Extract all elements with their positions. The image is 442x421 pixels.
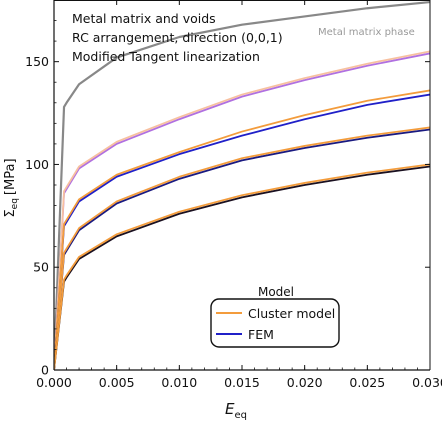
y-tick-label: 0: [41, 363, 49, 378]
y-tick-label: 150: [25, 54, 49, 69]
series-line-matrix-phase: [54, 0, 430, 370]
legend-label-fem: FEM: [248, 327, 274, 342]
series-line-fem-1: [54, 52, 430, 370]
y-axis-label-subscript: eq: [10, 198, 20, 209]
series-line-fem-3: [54, 128, 430, 370]
annotation-line-2: RC arrangement, direction (0,0,1): [72, 30, 283, 45]
series-line-cluster-model-1: [54, 50, 430, 370]
x-tick-label: 0.010: [161, 375, 197, 390]
legend: Model Cluster model FEM: [210, 285, 340, 348]
series-line-fem-2: [54, 93, 430, 370]
y-tick-label: 50: [33, 260, 49, 275]
legend-title: Model: [258, 285, 294, 299]
y-axis-label: Σeq[MPa]: [3, 158, 20, 217]
curves-layer: [54, 0, 430, 370]
legend-label-cluster-model: Cluster model: [248, 306, 335, 321]
series-line-cluster-model-3: [54, 126, 430, 370]
x-tick-label: 0.005: [99, 375, 135, 390]
annotation-line-1: Metal matrix and voids: [72, 11, 216, 26]
x-tick-label: 0.025: [349, 375, 385, 390]
legend-box: [210, 298, 340, 348]
x-tick-label: 0.020: [287, 375, 323, 390]
x-tick-label: 0.030: [412, 375, 442, 390]
matrix-phase-label: Metal matrix phase: [318, 27, 415, 38]
x-tick-label: 0.015: [224, 375, 260, 390]
series-line-cluster-model-4: [54, 163, 430, 370]
series-line-cluster-model-2: [54, 89, 430, 370]
x-axis-label: Eeq: [225, 400, 247, 421]
y-tick-label: 100: [25, 157, 49, 172]
x-axis-label-subscript: eq: [234, 410, 247, 421]
y-axis-label-unit: [MPa]: [3, 158, 18, 195]
series-line-fem-4: [54, 165, 430, 370]
y-axis-ticks: 0 50 100 150: [25, 20, 430, 378]
x-axis-ticks: 0.000 0.005 0.010 0.015 0.020 0.025 0.030: [36, 0, 442, 390]
annotation-line-3: Modified Tangent linearization: [72, 49, 260, 64]
x-tick-label: 0.000: [36, 375, 72, 390]
